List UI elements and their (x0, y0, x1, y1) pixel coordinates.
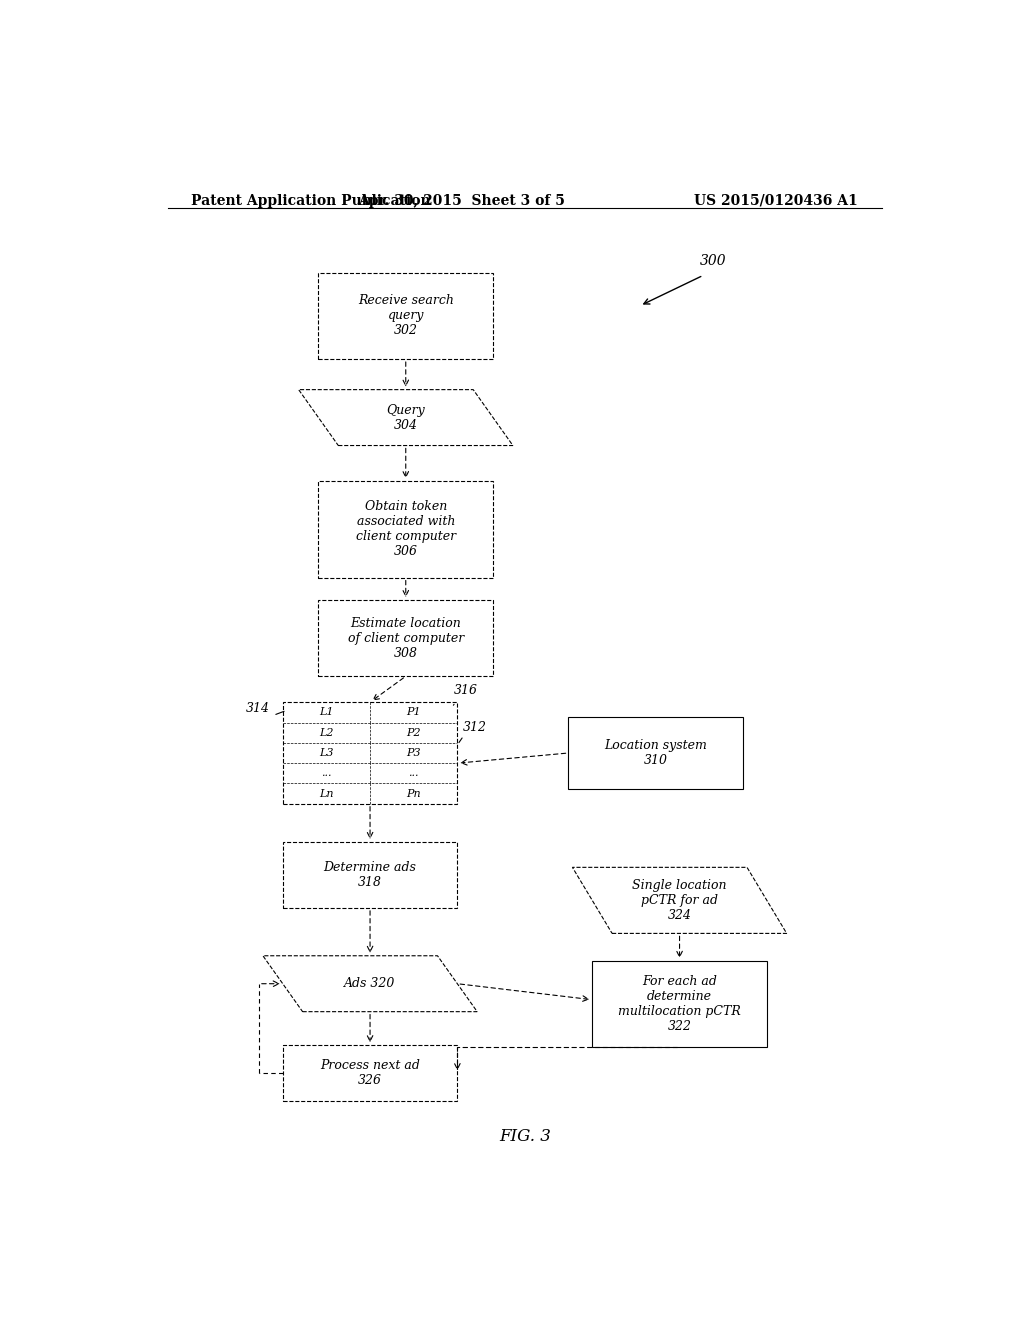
Text: P3: P3 (407, 748, 421, 758)
Text: Ln: Ln (319, 788, 334, 799)
Polygon shape (572, 867, 786, 933)
Text: 300: 300 (699, 255, 726, 268)
Polygon shape (263, 956, 477, 1011)
Text: FIG. 3: FIG. 3 (499, 1127, 551, 1144)
Text: Query
304: Query 304 (386, 404, 425, 432)
Text: P2: P2 (407, 727, 421, 738)
Bar (283, 842, 458, 908)
Bar (318, 273, 494, 359)
Text: L1: L1 (319, 708, 334, 717)
Text: Apr. 30, 2015  Sheet 3 of 5: Apr. 30, 2015 Sheet 3 of 5 (357, 194, 565, 209)
Text: 316: 316 (454, 684, 477, 697)
Text: ...: ... (409, 768, 419, 779)
Text: ...: ... (322, 768, 332, 779)
Text: Patent Application Publication: Patent Application Publication (191, 194, 431, 209)
Text: 314: 314 (246, 702, 269, 715)
Text: For each ad
determine
multilocation pCTR
322: For each ad determine multilocation pCTR… (618, 975, 741, 1034)
Text: Ads 320: Ads 320 (344, 977, 395, 990)
Text: 312: 312 (463, 721, 486, 734)
Bar (283, 1045, 458, 1101)
Bar (318, 601, 494, 676)
Text: L2: L2 (319, 727, 334, 738)
Bar (592, 961, 767, 1047)
Text: P1: P1 (407, 708, 421, 717)
Text: Receive search
query
302: Receive search query 302 (357, 294, 454, 338)
Bar (568, 718, 743, 788)
Text: Obtain token
associated with
client computer
306: Obtain token associated with client comp… (355, 500, 456, 558)
Text: Estimate location
of client computer
308: Estimate location of client computer 308 (347, 616, 464, 660)
Bar (283, 702, 458, 804)
Text: L3: L3 (319, 748, 334, 758)
Text: Pn: Pn (407, 788, 421, 799)
Text: Determine ads
318: Determine ads 318 (324, 861, 417, 888)
Polygon shape (299, 389, 513, 446)
Text: Process next ad
326: Process next ad 326 (321, 1059, 420, 1088)
Text: Single location
pCTR for ad
324: Single location pCTR for ad 324 (632, 879, 727, 921)
Bar (318, 480, 494, 578)
Text: US 2015/0120436 A1: US 2015/0120436 A1 (694, 194, 858, 209)
Text: Location system
310: Location system 310 (604, 739, 708, 767)
